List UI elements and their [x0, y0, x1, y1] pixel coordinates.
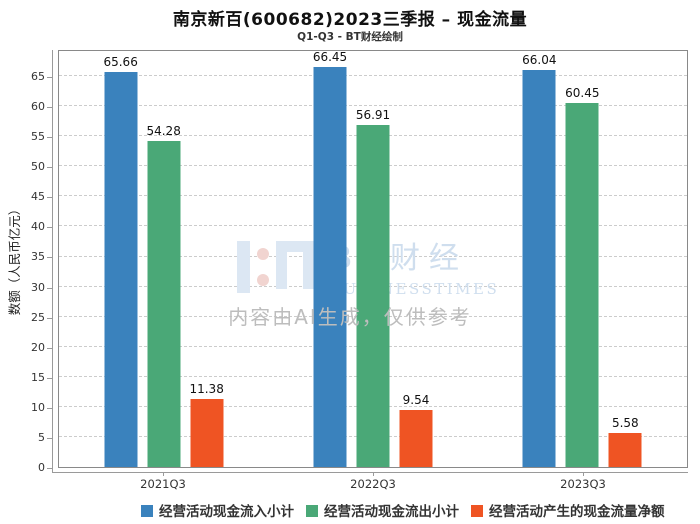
y-tick-mark [47, 77, 52, 79]
bar-group: 65.66 54.28 11.38 [103, 55, 224, 467]
bt-logo-dots [257, 241, 269, 293]
bar-value-label: 56.91 [355, 107, 391, 122]
y-tick-mark [47, 407, 52, 409]
bar-value-label: 60.45 [565, 86, 600, 101]
y-tick-label: 30 [31, 280, 45, 294]
legend-item: 经营活动现金流入小计 [141, 500, 294, 520]
bar: 66.04 [522, 53, 557, 467]
legend-item: 经营活动产生的现金流量净额 [471, 500, 665, 520]
bar: 9.54 [399, 393, 433, 467]
bar: 56.91 [356, 108, 390, 467]
bar-group: 66.04 60.45 5.58 [522, 53, 642, 467]
bar: 65.66 [103, 55, 138, 467]
y-tick-label: 40 [31, 220, 45, 234]
bt-logo-pi [276, 241, 314, 289]
plot-area: BT财经 BUSINESSTIMES 65.66 54.28 11.38 66.45 5… [58, 50, 688, 468]
y-tick-label: 5 [38, 430, 45, 444]
bar-value-label: 66.04 [522, 52, 557, 67]
y-tick-mark [47, 287, 52, 289]
y-tick-mark [47, 347, 52, 349]
legend-swatch [141, 504, 153, 517]
chart-subtitle: Q1-Q3 - BT财经绘制 [297, 31, 403, 43]
legend-label: 经营活动产生的现金流量净额 [489, 504, 665, 520]
bar-group: 66.45 56.91 9.54 [313, 50, 433, 467]
chart-title: 南京新百(600682)2023三季报 – 现金流量 [172, 10, 528, 30]
x-tick-mark [163, 472, 164, 476]
y-tick-label: 35 [31, 250, 45, 264]
y-tick-label: 15 [31, 370, 45, 384]
y-tick-mark [47, 437, 52, 439]
legend-swatch [471, 504, 483, 517]
y-tick-label: 55 [31, 130, 45, 144]
y-tick-label: 50 [31, 160, 45, 174]
legend-label: 经营活动现金流入小计 [159, 504, 294, 520]
y-tick-mark [47, 377, 52, 379]
y-tick-mark [47, 257, 52, 259]
y-tick-label: 25 [31, 310, 45, 324]
x-tick-mark [583, 472, 584, 476]
y-tick-mark [47, 137, 52, 139]
bt-logo-bar [237, 241, 250, 293]
x-tick-mark [373, 472, 374, 476]
y-tick-label: 10 [31, 400, 45, 414]
y-tick-mark [47, 468, 52, 469]
y-tick-label: 45 [31, 190, 45, 204]
bar-value-label: 66.45 [312, 50, 348, 65]
bar: 54.28 [146, 124, 181, 467]
bar: 5.58 [608, 416, 642, 467]
legend-item: 经营活动现金流出小计 [306, 500, 459, 520]
x-tick-label: 2023Q3 [560, 477, 606, 491]
bar-value-label: 11.38 [189, 381, 224, 396]
bar: 66.45 [313, 50, 347, 467]
y-tick-mark [47, 197, 52, 199]
y-tick-label: 0 [38, 461, 45, 474]
legend-swatch [306, 504, 318, 517]
watermark-disclaimer: 内容由AI生成，仅供参考 [228, 305, 472, 329]
y-tick-label: 20 [31, 340, 45, 354]
bar: 11.38 [189, 382, 224, 467]
legend: 经营活动现金流入小计 经营活动现金流出小计 经营活动产生的现金流量净额 [141, 500, 665, 520]
y-tick-mark [47, 227, 52, 229]
bar-value-label: 9.54 [402, 392, 430, 407]
y-tick-mark [47, 107, 52, 109]
gridline [59, 75, 687, 77]
bar: 60.45 [565, 86, 600, 467]
bt-logo-icon [237, 233, 314, 293]
x-tick-label: 2021Q3 [140, 477, 186, 491]
x-axis-line [52, 472, 688, 473]
x-tick-label: 2022Q3 [350, 477, 396, 491]
bar-value-label: 5.58 [611, 416, 639, 431]
y-axis-line [52, 50, 53, 472]
y-tick-mark [47, 317, 52, 319]
y-tick-label: 65 [31, 70, 45, 84]
gridline [59, 105, 687, 107]
bar-value-label: 65.66 [103, 55, 138, 70]
legend-label: 经营活动现金流出小计 [324, 504, 459, 520]
bar-value-label: 54.28 [146, 123, 181, 138]
watermark-brand-cn: BT财经 [330, 241, 469, 276]
y-tick-label: 60 [31, 100, 45, 114]
y-tick-mark [47, 167, 52, 169]
